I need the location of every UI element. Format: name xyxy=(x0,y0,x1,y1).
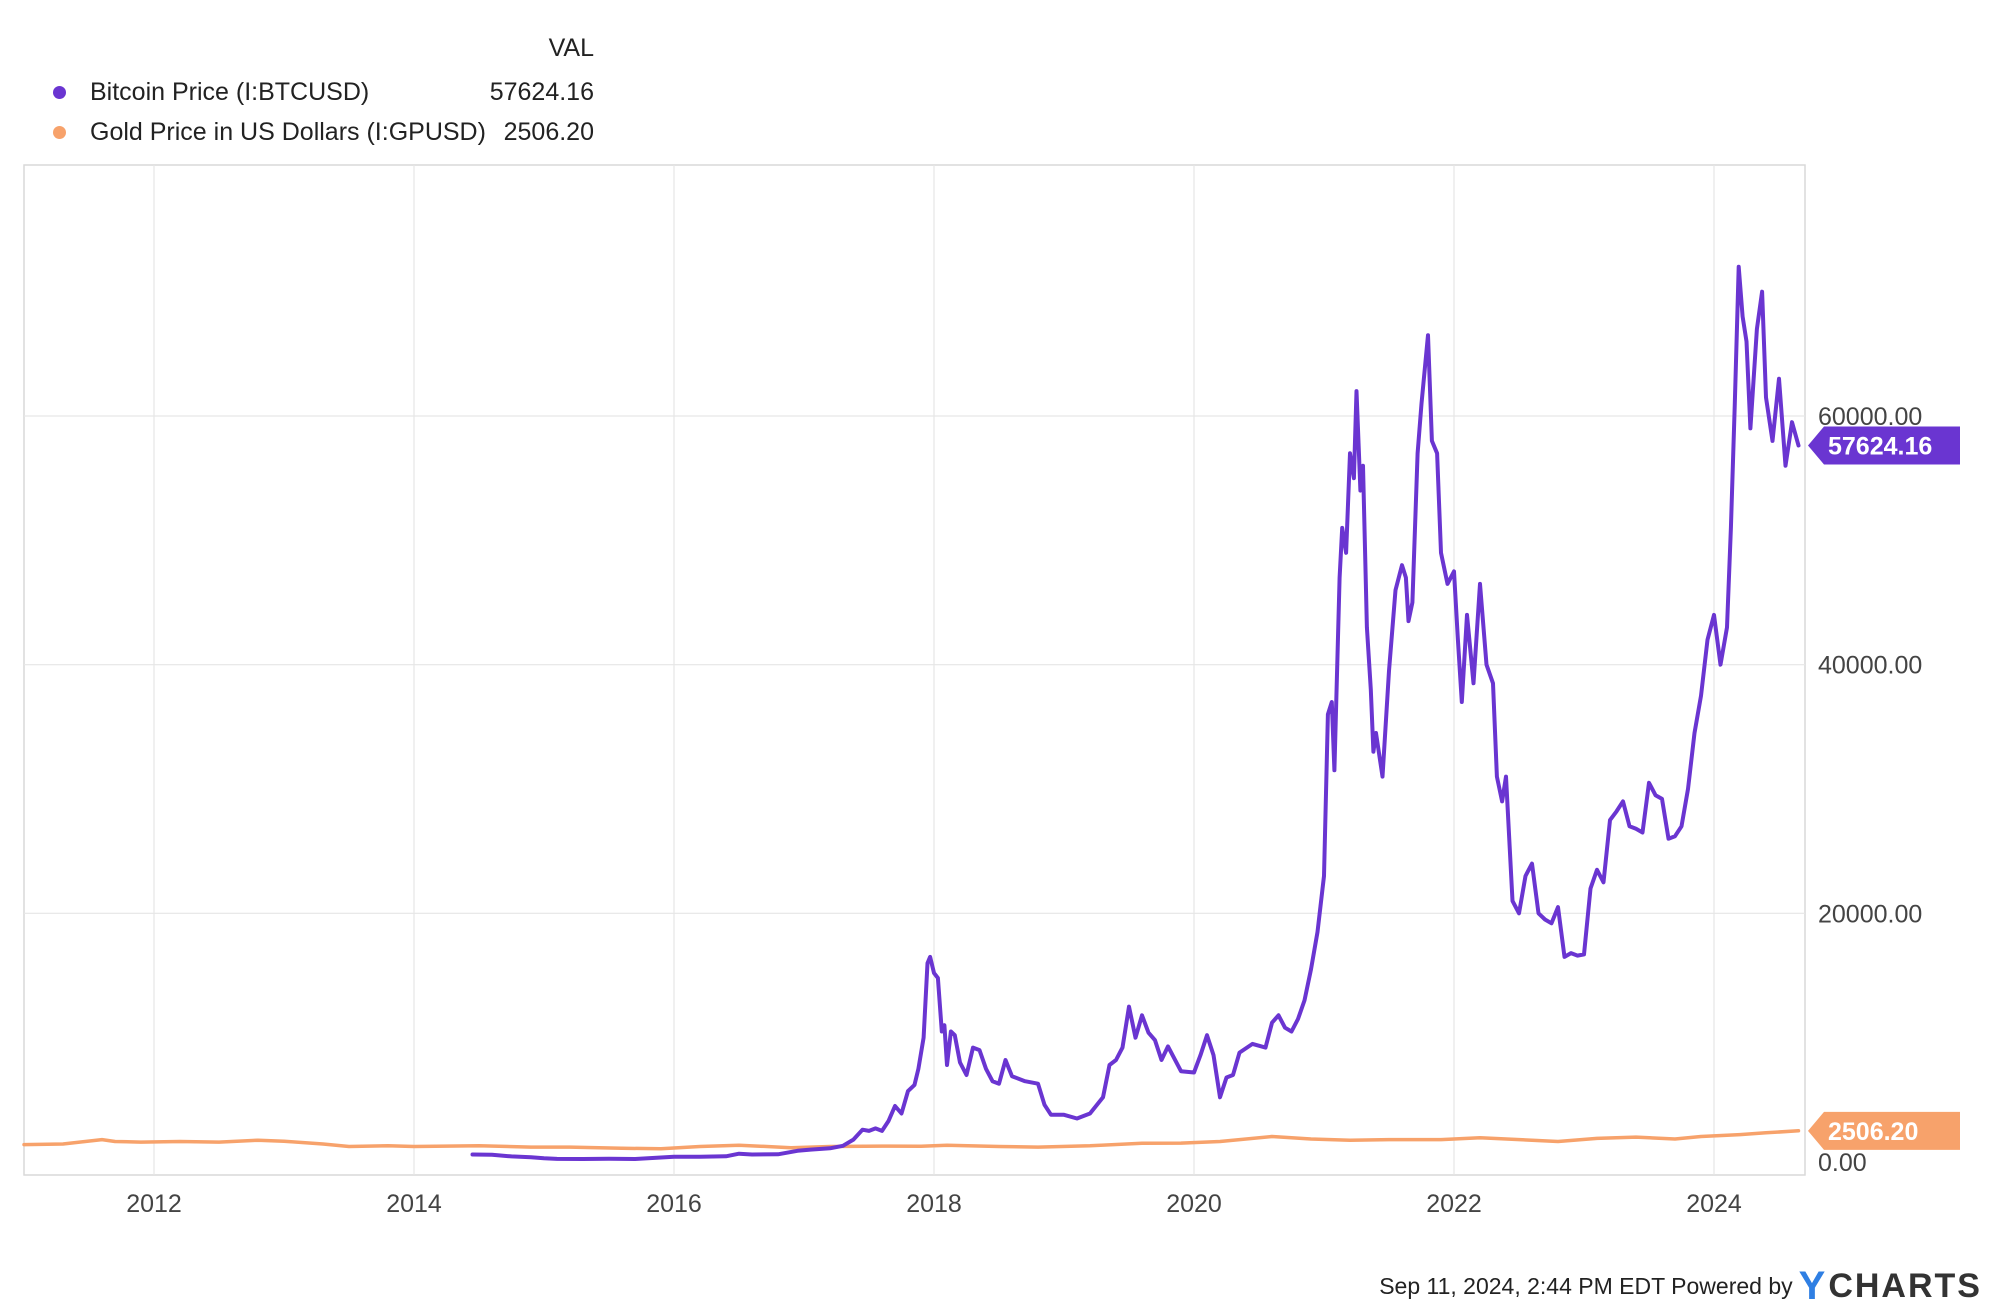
last-value-tags: 57624.16 2506.20 xyxy=(1808,426,1960,1150)
legend-item-name: Gold Price in US Dollars (I:GPUSD) xyxy=(90,118,486,146)
legend-item-gold[interactable]: Gold Price in US Dollars (I:GPUSD) 2506.… xyxy=(46,114,594,150)
legend-item-bitcoin[interactable]: Bitcoin Price (I:BTCUSD) 57624.16 xyxy=(46,74,594,110)
footer: Sep 11, 2024, 2:44 PM EDT Powered by Y C… xyxy=(1379,1264,1982,1309)
y-tick-label: 20000.00 xyxy=(1818,900,1922,928)
legend-item-value: 57624.16 xyxy=(489,78,594,106)
last-value-tag-label: 57624.16 xyxy=(1828,433,1932,461)
line-chart[interactable]: 2012 2014 2016 2018 2020 2022 2024 0.00 20000.0… xyxy=(0,0,2000,1230)
y-tick-label: 40000.00 xyxy=(1818,652,1922,680)
x-tick-label: 2014 xyxy=(386,1190,442,1218)
plot-area xyxy=(23,164,1806,1176)
footer-timestamp: Sep 11, 2024, 2:44 PM EDT xyxy=(1379,1272,1666,1299)
x-tick-label: 2018 xyxy=(906,1190,962,1218)
x-axis: 2012 2014 2016 2018 2020 2022 2024 xyxy=(126,1190,1742,1218)
legend-item-name: Bitcoin Price (I:BTCUSD) xyxy=(90,78,370,106)
x-tick-label: 2024 xyxy=(1686,1190,1742,1218)
legend-value-header: VAL xyxy=(548,34,594,62)
y-tick-label: 0.00 xyxy=(1818,1149,1867,1177)
x-tick-label: 2022 xyxy=(1426,1190,1482,1218)
x-tick-label: 2012 xyxy=(126,1190,182,1218)
gold-last-value-tag: 2506.20 xyxy=(1808,1111,1960,1150)
ycharts-logo-text: CHARTS xyxy=(1828,1266,1982,1305)
footer-powered-by: Powered by xyxy=(1671,1272,1793,1299)
gold-series-line xyxy=(22,1129,1801,1151)
x-tick-label: 2016 xyxy=(646,1190,702,1218)
last-value-tag-shape xyxy=(1808,1111,1960,1150)
bitcoin-last-value-tag: 57624.16 xyxy=(1808,426,1960,465)
y-tick-label: 60000.00 xyxy=(1818,403,1922,431)
grid-lines xyxy=(24,165,1805,1175)
series-lines xyxy=(22,264,1801,1161)
ycharts-logo-y: Y xyxy=(1798,1263,1828,1308)
last-value-tag-label: 2506.20 xyxy=(1828,1118,1918,1146)
x-tick-label: 2020 xyxy=(1166,1190,1222,1218)
bitcoin-series-dot-icon xyxy=(53,86,66,99)
y-axis: 0.00 20000.00 40000.00 60000.00 xyxy=(1818,403,1922,1177)
bitcoin-series-line xyxy=(470,264,1801,1161)
ycharts-logo[interactable]: Y CHARTS xyxy=(1799,1264,1982,1309)
gold-series-dot-icon xyxy=(53,126,66,139)
last-value-tag-shape xyxy=(1808,426,1960,465)
legend-item-value: 2506.20 xyxy=(503,118,594,146)
